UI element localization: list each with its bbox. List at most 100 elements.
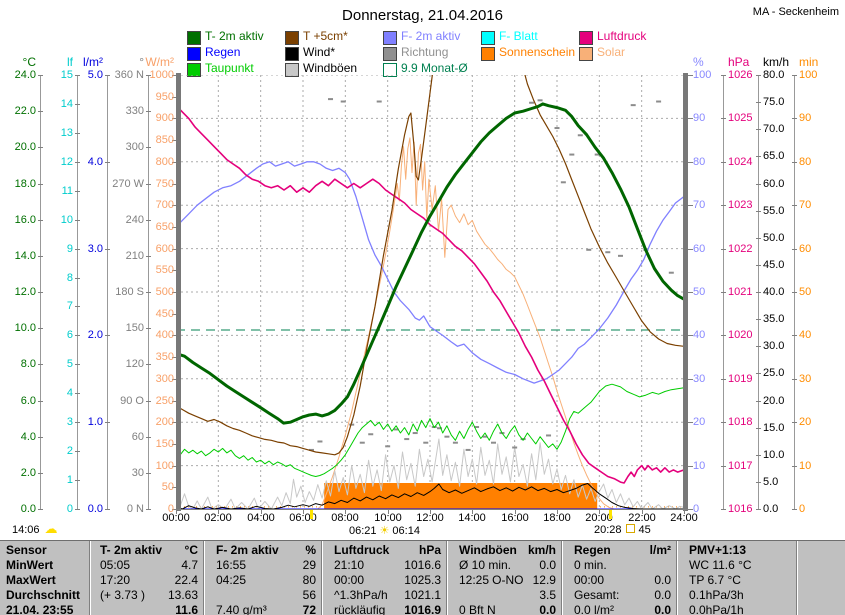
axis-label-wm2: 800 — [155, 156, 174, 168]
axis-tick-rain — [105, 162, 110, 163]
axis-label-kmh: 45.0 — [763, 259, 785, 271]
cell-value: 29 — [302, 558, 316, 572]
axis-label-kmh: 60.0 — [763, 178, 785, 190]
axis-label-lf: 8 — [66, 272, 73, 284]
axis-tick-percent — [688, 75, 693, 76]
legend-item-label: T +5cm* — [303, 29, 348, 43]
axis-label-deg: 270 W — [112, 178, 144, 190]
axis-tick-deg — [146, 509, 151, 510]
clock-time: 14:06 — [12, 524, 40, 536]
axis-tick-deg — [146, 437, 151, 438]
station-label: MA - Seckenheim — [752, 6, 839, 18]
table-header-t2m: T- 2m aktiv °C — [92, 543, 200, 558]
cell-value — [671, 558, 673, 573]
axis-label-hpa: 1018 — [728, 416, 753, 428]
axis-tick-percent — [688, 379, 693, 380]
table-cell-luftdruck: 00:00 1025.3 — [326, 573, 443, 588]
cell-value — [791, 573, 793, 588]
table-divider — [796, 541, 798, 615]
legend-swatch-F- Blatt — [481, 31, 495, 45]
column-unit: % — [305, 543, 316, 557]
axis-label-wm2: 600 — [155, 243, 174, 255]
axis-label-percent: 40 — [693, 329, 706, 341]
column-unit: hPa — [418, 543, 441, 557]
axis-label-hpa: 1017 — [728, 460, 753, 472]
cell-text: Ø 10 min. — [459, 558, 512, 572]
axis-tick-temp — [38, 509, 43, 510]
table-cell-pmv: 0.0hPa/1h — [681, 603, 793, 615]
table-cell-regen: 0.0 l/m² 0.0 — [566, 603, 673, 615]
axis-tick-temp — [38, 75, 43, 76]
x-tick-label: 12:00 — [416, 512, 444, 524]
stats-table: Sensor MinWert MaxWert Durchschnitt 21.04. 2… — [0, 540, 845, 615]
axis-tick-temp — [38, 184, 43, 185]
axis-tick-wm2 — [172, 227, 177, 228]
axis-label-min: 90 — [799, 112, 812, 124]
axis-label-percent: 20 — [693, 416, 706, 428]
axis-tick-hpa — [721, 335, 726, 336]
axis-tick-percent — [688, 292, 693, 293]
axis-label-kmh: 5.0 — [763, 476, 779, 488]
axis-label-min: 20 — [799, 416, 812, 428]
x-tick — [599, 510, 600, 514]
axis-tick-lf — [75, 451, 80, 452]
axis-tick-hpa — [721, 422, 726, 423]
axis-title-lf: lf — [67, 55, 73, 69]
axis-label-wm2: 150 — [155, 438, 174, 450]
axis-label-min: 100 — [799, 69, 818, 81]
table-header-luftdruck: Luftdruck hPa — [326, 543, 443, 558]
axis-label-percent: 30 — [693, 373, 706, 385]
axis-label-percent: 0 — [693, 503, 700, 515]
x-tick — [684, 510, 685, 514]
axis-tick-lf — [75, 393, 80, 394]
axis-tick-lf — [75, 162, 80, 163]
table-cell-luftdruck: rückläufig 1016.9 — [326, 603, 443, 615]
cell-value: 0.0 — [539, 558, 556, 572]
axis-tick-deg — [146, 328, 151, 329]
legend-swatch-Sonnenschein — [481, 47, 495, 61]
legend-item-label: Richtung — [401, 45, 449, 59]
axis-label-deg: 120 — [125, 358, 144, 370]
table-cell-t2m: (+ 3.73 ) 13.63 — [92, 588, 200, 603]
sunset-marker — [609, 510, 612, 519]
axis-label-temp: 20.0 — [14, 141, 36, 153]
axis-label-hpa: 1022 — [728, 243, 753, 255]
column-unit — [791, 543, 793, 558]
axis-tick-wm2 — [172, 422, 177, 423]
cell-text: Gesamt: — [574, 588, 620, 602]
axis-label-min: 80 — [799, 156, 812, 168]
series-richtung-marker — [586, 248, 592, 251]
cell-value: 22.4 — [174, 573, 198, 587]
axis-tick-wm2 — [172, 249, 177, 250]
axis-tick-lf — [75, 75, 80, 76]
table-cell-luftdruck: ^1.3hPa/h 1021.1 — [326, 588, 443, 603]
cell-text — [92, 603, 100, 615]
x-tick-label: 04:00 — [247, 512, 275, 524]
legend-swatch-Taupunkt — [187, 63, 201, 77]
cell-text: 16:55 — [216, 558, 247, 572]
x-tick — [345, 510, 346, 514]
axis-label-deg: 60 — [131, 431, 144, 443]
legend-swatch-F- 2m aktiv — [383, 31, 397, 45]
x-tick-label: 16:00 — [501, 512, 529, 524]
cell-value: 1025.3 — [404, 573, 441, 587]
axis-label-deg: 180 S — [115, 286, 144, 298]
table-cell-luftdruck: 21:10 1016.6 — [326, 558, 443, 573]
axis-label-rain: 3.0 — [87, 243, 103, 255]
axis-label-wm2: 900 — [155, 112, 174, 124]
axis-label-kmh: 15.0 — [763, 422, 785, 434]
axis-tick-min — [792, 509, 797, 510]
axis-title-rain: l/m² — [83, 55, 103, 69]
axis-tick-kmh — [756, 102, 761, 103]
axis-label-wm2: 500 — [155, 286, 174, 298]
cell-value — [791, 588, 793, 603]
axis-label-lf: 10 — [60, 214, 73, 226]
axis-tick-hpa — [721, 75, 726, 76]
series-richtung-marker — [529, 101, 535, 104]
axis-tick-deg — [146, 220, 151, 221]
axis-label-temp: 6.0 — [20, 395, 36, 407]
legend-item-label: Solar — [597, 45, 626, 59]
column-header: Windböen — [459, 543, 517, 557]
axis-label-rain: 5.0 — [87, 69, 103, 81]
axis-label-min: 0 — [799, 503, 806, 515]
